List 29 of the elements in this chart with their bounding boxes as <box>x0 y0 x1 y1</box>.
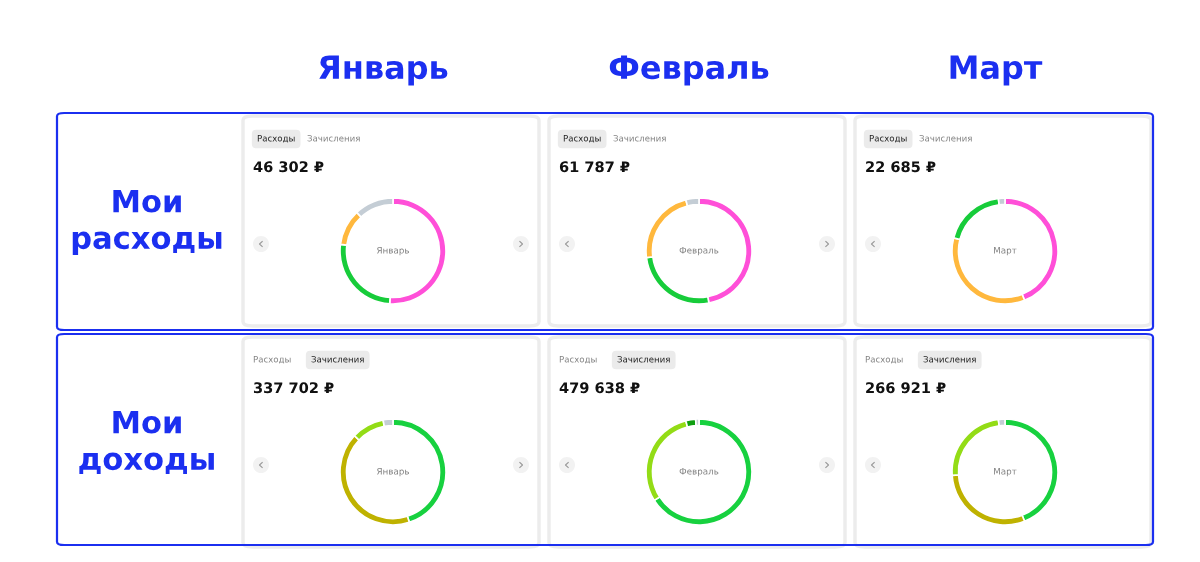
text: Расходы <box>257 135 295 143</box>
text: Расходы <box>865 356 903 364</box>
chart-title: 61 787 ₽ <box>559 161 630 173</box>
text: Зачисления <box>617 355 670 363</box>
text: Расходы <box>563 135 601 143</box>
text: Март <box>994 468 1017 477</box>
text: Зачисления <box>923 355 976 363</box>
text: Зачисления <box>613 134 666 142</box>
text: Расходы <box>869 135 907 143</box>
text: Расходы <box>253 356 291 364</box>
text: Январь <box>377 468 409 477</box>
text: Февраль <box>679 468 719 477</box>
text: Март <box>950 55 1043 86</box>
text: Зачисления <box>311 355 364 363</box>
text: Мои доходы <box>79 410 214 474</box>
text: Январь <box>377 247 409 256</box>
text: Зачисления <box>307 134 360 142</box>
chart-title: 22 685 ₽ <box>866 161 936 173</box>
chart-title: 337 702 ₽ <box>253 382 334 394</box>
chart-title: 479 638 ₽ <box>559 382 640 394</box>
text: Март <box>994 247 1017 256</box>
text: Расходы <box>559 356 597 364</box>
chart-title: 46 302 ₽ <box>253 161 324 173</box>
text: Февраль <box>679 247 719 256</box>
text: Зачисления <box>919 134 972 142</box>
text: Февраль <box>609 55 769 86</box>
text: Мои расходы <box>72 189 222 256</box>
chart-title: 266 921 ₽ <box>866 382 946 394</box>
text: Январь <box>319 55 448 86</box>
